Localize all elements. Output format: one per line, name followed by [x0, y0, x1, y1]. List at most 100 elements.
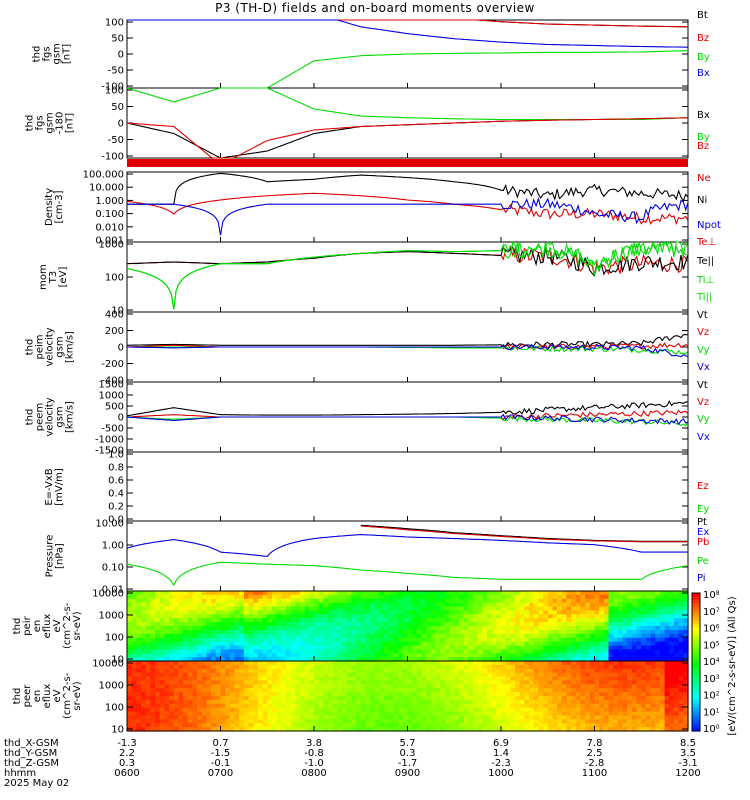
y-tick-label: 0.100 — [95, 209, 124, 220]
y-tick-label: 0.10 — [102, 563, 124, 574]
series-Bx — [127, 19, 688, 48]
ephemeris-x: 5.7 — [399, 738, 416, 749]
ephemeris-y: 0.3 — [399, 748, 416, 759]
y-tick-label: 50 — [111, 102, 124, 113]
y-tick-label: -1000 — [95, 435, 124, 446]
ephemeris-t: 1000 — [488, 768, 514, 779]
y-tick-label: 1.00 — [102, 541, 124, 552]
panel-fgs_gsm: 100 50 0 -50 -100 Bt Bz By Bx — [101, 10, 710, 93]
legend-Pt: Pt — [697, 517, 707, 528]
y-tick-label: 100 — [105, 633, 124, 644]
colorbar-tick: 108 — [703, 590, 720, 601]
y-tick-label: 100 — [105, 273, 124, 284]
row-label-date: 2025 May 02 — [4, 778, 70, 789]
colorbar: 108 107 106 105 104 103 102 101 100 [eV/(cm^2-s-s… — [691, 590, 738, 736]
colorbar-tick: 101 — [703, 707, 720, 718]
ephemeris-x: 8.5 — [680, 738, 696, 749]
colorbar-tick: 102 — [703, 691, 720, 702]
y-tick-label: 1.0 — [108, 450, 124, 461]
ephemeris-z: -0.1 — [210, 758, 231, 769]
orbit-bar — [127, 159, 688, 167]
panel-peim_vel: 400 200 0 -200 -400 Vt Vz Vy Vx — [101, 310, 710, 387]
legend-Ti⊥: Ti⊥ — [696, 275, 714, 286]
colorbar-tick: 106 — [703, 624, 720, 635]
ephemeris-x: 3.8 — [306, 738, 322, 749]
panel-efield: 1.0 0.8 0.6 0.4 0.2 0.0 Ez Ey Ex — [108, 450, 709, 539]
y-tick-label: 10 — [111, 655, 124, 666]
series-Pb — [360, 525, 688, 543]
series-Bx — [126, 117, 688, 159]
y-tick-label: -200 — [101, 359, 124, 370]
legend-Te||: Te|| — [696, 256, 714, 267]
row-label-x: thd_X-GSM — [4, 738, 59, 749]
legend-Vz: Vz — [697, 397, 709, 408]
y-tick-label: 1000 — [99, 681, 124, 692]
ephemeris-column: 0.7 -1.5 -0.1 0700 — [191, 739, 251, 779]
ephemeris-y: -1.5 — [210, 748, 231, 759]
colorbar-tick: 100 — [703, 724, 720, 735]
y-axis-label-pressure: Pressure [nPa] — [44, 534, 65, 578]
y-tick-label: 0.010 — [95, 222, 124, 233]
y-tick-label: 10.00 — [95, 519, 124, 530]
chart-title: P3 (TH-D) fields and on-board moments ov… — [215, 1, 535, 15]
ephemeris-column: 7.8 2.5 -2.8 1100 — [565, 739, 625, 779]
y-axis-label-temp: mom T3 [eV] — [37, 264, 69, 290]
y-tick-label: -50 — [108, 66, 124, 77]
colorbar-tick: 104 — [703, 657, 720, 668]
legend-Vy: Vy — [697, 414, 710, 425]
colorbar-tick: 107 — [703, 607, 720, 618]
legend-By: By — [697, 132, 710, 143]
y-tick-label: -1500 — [95, 446, 124, 457]
y-tick-label: 500 — [105, 402, 124, 413]
y-tick-label: 0 — [118, 119, 124, 130]
row-label-z: thd_Z-GSM — [4, 758, 59, 769]
y-tick-label: 1.000 — [95, 196, 124, 207]
ephemeris-y: -0.8 — [304, 748, 324, 759]
y-axis-label-peim_vel: thd peim velocity gsm [km/s] — [24, 327, 76, 367]
series-Pe — [126, 561, 689, 587]
overview-plot: 100500-50-100BtBzByBx100500-50-100BxByBz… — [83, 10, 738, 736]
panel-frame — [126, 241, 689, 313]
colorbar-label: [eV/(cm^2-s-sr-eV)] (All Qs) — [727, 596, 738, 735]
series-Vt — [126, 400, 689, 417]
legend-Ez: Ez — [697, 481, 709, 492]
panel-density: 100.000 10.000 1.000 0.100 0.010 0.001 Ne Ni Npo… — [83, 170, 721, 247]
y-tick-label: 0.0 — [108, 515, 124, 526]
y-tick-label: 10 — [111, 725, 124, 736]
panel-frame — [126, 520, 689, 592]
y-tick-label: 0.01 — [102, 585, 124, 596]
ephemeris-t: 1200 — [675, 768, 701, 779]
y-tick-label: 1000 — [99, 240, 124, 251]
series-Npot — [127, 196, 689, 236]
y-tick-label: 10 — [111, 306, 124, 317]
y-tick-label: -100 — [101, 82, 124, 93]
y-tick-label: 1000 — [99, 391, 124, 402]
series-Ti|| — [126, 240, 689, 310]
y-tick-label: 10000 — [92, 589, 124, 600]
ephemeris-z: -1.7 — [397, 758, 418, 769]
y-tick-label: 0.6 — [108, 476, 124, 487]
ephemeris-x: 7.8 — [586, 738, 603, 749]
legend-Bx: Bx — [697, 68, 710, 79]
legend-Vt: Vt — [697, 380, 708, 391]
series-Vt — [126, 334, 689, 349]
ephemeris-y: 2.5 — [586, 748, 603, 759]
series-Bz — [127, 19, 688, 28]
legend-Bz: Bz — [697, 141, 709, 152]
row-label-time: hhmm — [4, 768, 37, 779]
series-By — [127, 50, 689, 89]
legend-Vx: Vx — [697, 432, 710, 443]
ephemeris-t: 0800 — [301, 768, 327, 779]
ephemeris-column: -1.3 2.2 0.3 0600 — [97, 739, 157, 779]
y-tick-label: 100 — [105, 703, 124, 714]
legend-Ni: Ni — [697, 195, 707, 206]
y-tick-label: 1500 — [99, 380, 124, 391]
ephemeris-z: -1.0 — [304, 758, 324, 769]
legend-Pi: Pi — [697, 573, 706, 584]
legend-Vy: Vy — [697, 345, 710, 356]
ephemeris-t: 1100 — [581, 768, 608, 779]
ephemeris-column: 8.5 3.5 -3.1 1200 — [658, 739, 718, 779]
legend-Bt: Bt — [697, 10, 708, 21]
legend-Ex: Ex — [697, 527, 709, 538]
